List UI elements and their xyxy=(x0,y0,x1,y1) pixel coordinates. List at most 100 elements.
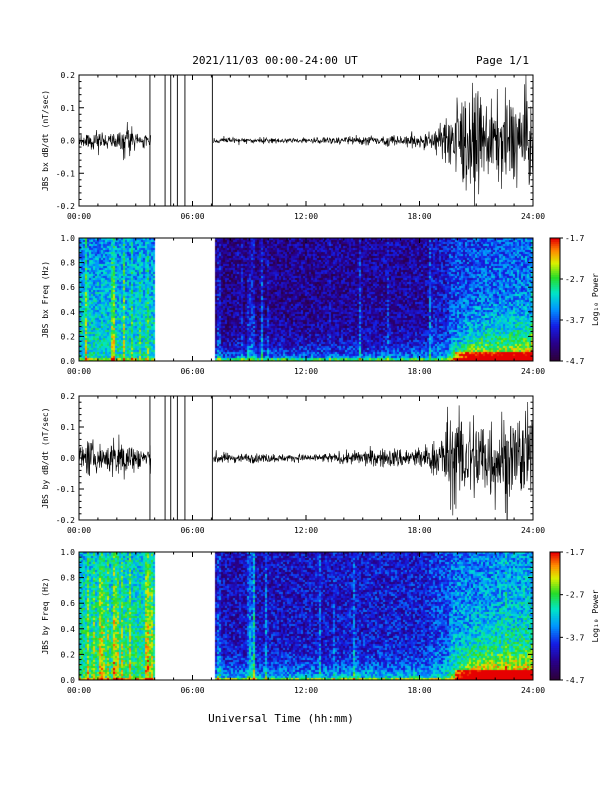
y-tick-label: 1.0 xyxy=(61,234,76,243)
colorbar-band xyxy=(550,293,560,296)
colorbar-band xyxy=(550,244,560,247)
colorbar-band xyxy=(550,562,560,566)
colorbar-band xyxy=(550,354,560,358)
y-tick-label: 0.0 xyxy=(61,137,76,146)
colorbar-band xyxy=(550,648,560,651)
colorbar-band xyxy=(550,588,560,591)
colorbar-band xyxy=(550,287,560,290)
y-tick-label: 0.6 xyxy=(61,283,76,292)
x-tick-label: 12:00 xyxy=(294,212,318,221)
panel-2-spectrogram xyxy=(79,238,533,361)
colorbar-band xyxy=(550,660,560,664)
y-tick-label: 0.8 xyxy=(61,259,76,268)
colorbar-band xyxy=(550,238,560,241)
colorbar-band xyxy=(550,592,560,596)
colorbar-band xyxy=(550,622,560,626)
colorbar-band xyxy=(550,268,560,272)
colorbar-band xyxy=(550,299,560,303)
colorbar-band xyxy=(550,301,560,305)
y-tick-label: 0.4 xyxy=(61,308,76,317)
colorbar-band xyxy=(550,328,560,331)
colorbar-band xyxy=(550,571,560,574)
colorbar-band xyxy=(550,626,560,630)
colorbar-band xyxy=(550,671,560,675)
panel-2-axes: 00:00 06:00 12:00 18:00 24:00 0.0 0.2 0.4 0.6 0.8… xyxy=(41,234,545,376)
colorbar-band xyxy=(550,607,560,611)
colorbar-band xyxy=(550,628,560,632)
colorbar-tick-label: -3.7 xyxy=(565,316,584,325)
y-axis-label: JBS by Freq (Hz) xyxy=(41,577,50,654)
panel-1-trace xyxy=(79,75,533,206)
colorbar-band xyxy=(550,342,560,346)
colorbar-band xyxy=(550,620,560,623)
y-axis-label: JBS bx dB/dt (nT/sec) xyxy=(41,90,50,191)
x-tick-label: 12:00 xyxy=(294,686,318,695)
colorbar-band xyxy=(550,645,560,649)
spectrogram-image xyxy=(79,238,533,361)
y-tick-label: 0.2 xyxy=(61,71,76,80)
x-tick-label: 12:00 xyxy=(294,367,318,376)
panel-4-axes: 00:00 06:00 12:00 18:00 24:00 0.0 0.2 0.4 0.6 0.8… xyxy=(41,548,545,695)
colorbar-band xyxy=(550,635,560,638)
colorbar-band xyxy=(550,552,560,555)
x-tick-label: 06:00 xyxy=(180,212,204,221)
colorbar-band xyxy=(550,564,560,568)
colorbar-tick-label: -2.7 xyxy=(565,591,584,600)
y-axis-label: JBS bx Freq (Hz) xyxy=(41,261,50,338)
y-tick-label: 0.0 xyxy=(61,454,76,463)
y-tick-label: 0.4 xyxy=(61,625,76,634)
colorbar-band xyxy=(550,279,560,282)
colorbar-band xyxy=(550,264,560,268)
colorbar-tick-label: -1.7 xyxy=(565,548,584,557)
x-tick-label: 06:00 xyxy=(180,526,204,535)
colorbar-band xyxy=(550,633,560,636)
colorbar-band xyxy=(550,637,560,640)
y-tick-label: 0.0 xyxy=(61,357,76,366)
colorbar-band xyxy=(550,305,560,309)
y-tick-label: 0.6 xyxy=(61,599,76,608)
colorbar-band xyxy=(550,254,560,257)
x-tick-label: 18:00 xyxy=(407,686,431,695)
colorbar-band xyxy=(550,336,560,339)
colorbar-band xyxy=(550,291,560,294)
colorbar-band xyxy=(550,658,560,662)
colorbar-band xyxy=(550,334,560,337)
colorbar-band xyxy=(550,581,560,585)
colorbar-band xyxy=(550,554,560,557)
x-tick-label: 24:00 xyxy=(521,367,545,376)
y-tick-label: -0.1 xyxy=(56,169,75,178)
colorbar-band xyxy=(550,358,560,362)
colorbar-band xyxy=(550,295,560,298)
x-tick-label: 24:00 xyxy=(521,686,545,695)
spectrogram-canvas xyxy=(79,238,533,361)
colorbar: -1.7 -2.7 -3.7 -4.7 Log₁₀ Power xyxy=(549,548,600,685)
colorbar-band xyxy=(550,673,560,677)
colorbar-band xyxy=(550,307,560,311)
colorbar-band xyxy=(550,266,560,270)
colorbar-band xyxy=(550,289,560,292)
colorbar-band xyxy=(550,609,560,613)
colorbar-band xyxy=(550,575,560,579)
panels-group: 00:00 06:00 12:00 18:00 24:00 -0.2 -0.1 0.0 0.1 0… xyxy=(41,71,600,695)
colorbar-band xyxy=(550,573,560,576)
x-tick-label: 06:00 xyxy=(180,367,204,376)
colorbar-band xyxy=(550,556,560,559)
colorbar-band xyxy=(550,326,560,329)
x-tick-label: 00:00 xyxy=(67,212,91,221)
colorbar-band xyxy=(550,309,560,313)
colorbar-band xyxy=(550,603,560,606)
x-tick-label: 00:00 xyxy=(67,686,91,695)
colorbar-band xyxy=(550,281,560,284)
colorbar-band xyxy=(550,613,560,617)
y-axis-label: JBS by dB/dt (nT/sec) xyxy=(41,407,50,508)
signal-trace xyxy=(79,402,533,520)
colorbar-band xyxy=(550,338,560,341)
colorbar-band xyxy=(550,577,560,581)
y-tick-label: -0.1 xyxy=(56,485,75,494)
colorbar-band xyxy=(550,344,560,348)
colorbar-band xyxy=(550,320,560,323)
colorbar-band xyxy=(550,285,560,288)
colorbar-band xyxy=(550,560,560,564)
colorbar-band xyxy=(550,654,560,658)
x-tick-label: 24:00 xyxy=(521,526,545,535)
